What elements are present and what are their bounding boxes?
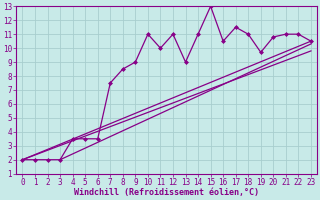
X-axis label: Windchill (Refroidissement éolien,°C): Windchill (Refroidissement éolien,°C) (74, 188, 259, 197)
